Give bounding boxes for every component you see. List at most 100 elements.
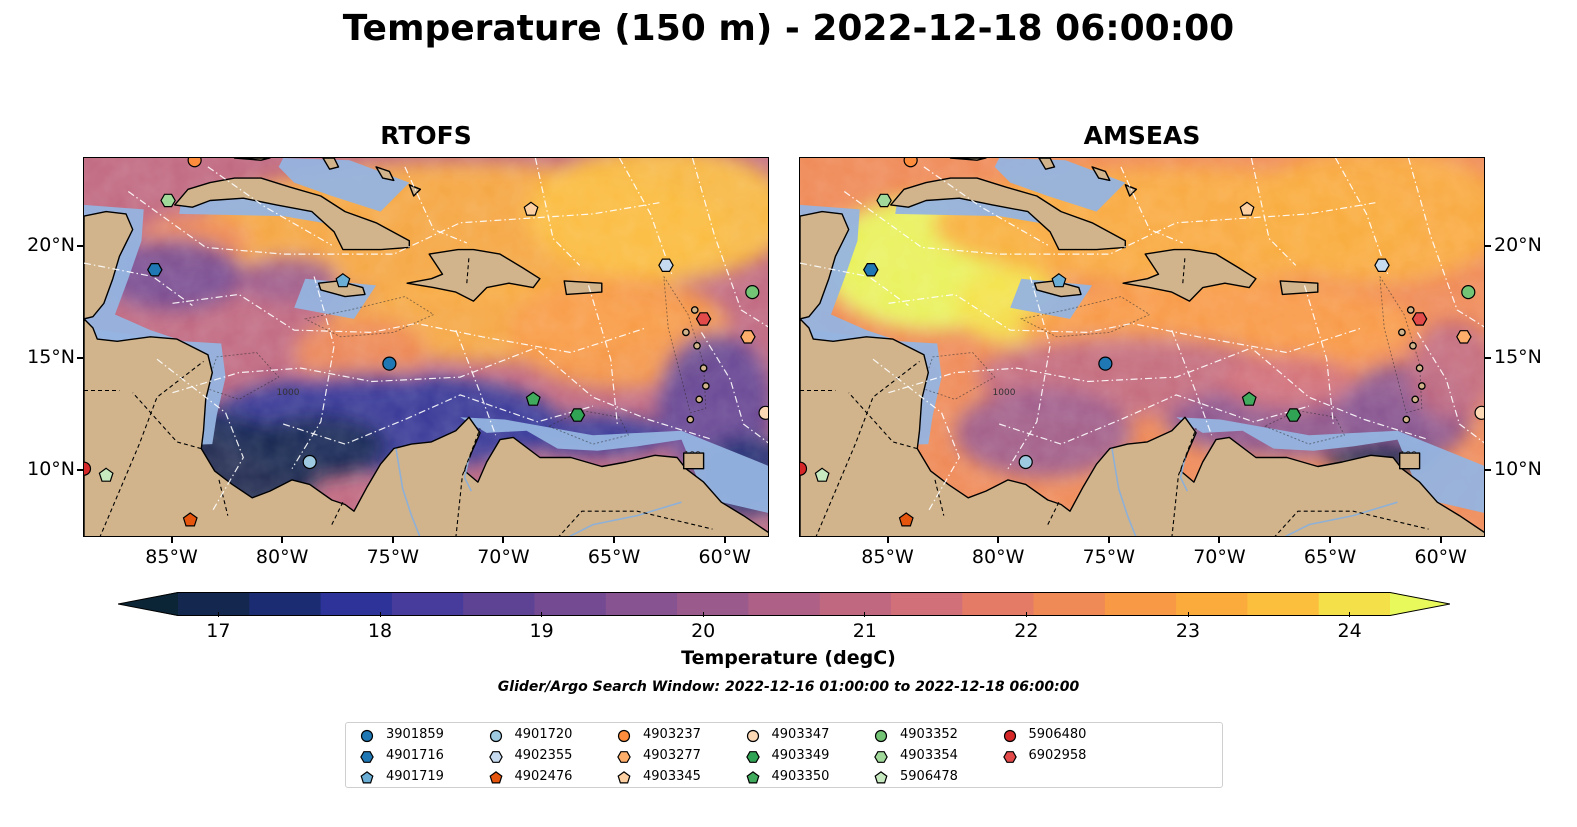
legend-item-5906478: 5906478 [872,768,992,786]
axis-tick-mark [886,537,889,543]
legend-item-label: 5906480 [1028,727,1087,742]
legend-marker-icon [874,729,888,743]
axis-tick-mark [1329,537,1332,543]
legend-item-label: 4903349 [771,748,830,763]
lon-label: 80°W [971,546,1025,568]
float-marker-4903354 [876,193,892,208]
legend-item-label: 4901716 [386,748,444,763]
legend-marker-shape [874,729,888,743]
float-marker-4903354 [160,193,176,208]
colorbar-segment [1318,592,1391,616]
temperature-colorbar [118,592,1450,616]
legend-item-label: 4901720 [514,727,573,742]
lon-label: 85°W [861,546,914,568]
float-marker-4901720 [1018,454,1033,470]
legend-marker-icon [874,751,888,763]
colorbar-tick-mark [1025,612,1027,617]
lat-label-right: 10°N [1494,457,1542,480]
float-marker-6902958 [1411,312,1428,326]
float-marker-3901859 [1098,356,1113,371]
legend-item-label: 4902476 [514,769,573,784]
legend-item-4903354: 4903354 [872,747,992,765]
legend-marker-shape [874,751,888,763]
colorbar-segment [890,592,963,616]
legend-marker-icon [874,771,888,784]
axis-tick-mark [1107,537,1110,543]
float-marker-6902958 [695,312,712,326]
colorbar-segment [178,592,250,616]
colorbar-tick-label: 21 [852,620,877,642]
legend-item-label: 6902958 [1028,748,1087,763]
colorbar-segment [534,592,607,616]
eez-boundaries [84,158,768,512]
colorbar-tick-label: 18 [367,620,393,642]
float-marker-4903237 [187,158,202,168]
lon-label: 70°W [1193,546,1246,568]
float-marker-5906480 [84,461,92,476]
legend-item-4903347: 4903347 [744,726,864,744]
colorbar-tick-mark [1187,612,1189,617]
colorbar-tick-mark [1349,612,1351,617]
float-marker-4903352 [745,285,760,300]
colorbar-tick-label: 23 [1175,620,1201,642]
float-marker-4903347 [1474,405,1484,420]
legend-item-4902476: 4902476 [487,768,607,786]
contour-label: 1000 [993,388,1016,398]
legend-item-label: 4903354 [900,748,958,763]
lon-label: 80°W [255,546,309,568]
legend-item-4903352: 4903352 [872,726,992,744]
legend-item-label: 4903237 [643,727,701,742]
rivers [1111,448,1398,536]
legend-marker-icon [745,771,760,784]
colorbar-tick-label: 17 [206,620,231,642]
legend-item-4903350: 4903350 [744,768,864,786]
legend-marker-shape [617,729,631,743]
legend-marker-icon [489,729,502,743]
legend-item-3901859: 3901859 [358,726,478,744]
float-marker-4901716 [147,262,163,277]
legend-item-label: 4903352 [900,727,958,742]
lat-label-left: 10°N [27,457,75,480]
float-marker-4903350 [1241,391,1257,406]
legend-marker-shape [360,729,374,743]
axis-tick-mark [391,537,394,543]
legend-item-label: 4903350 [771,769,830,784]
legend-marker-icon [488,771,503,784]
axis-tick-mark [723,537,726,543]
legend-item-label: 4903277 [643,748,701,763]
float-marker-4901720 [302,454,317,470]
colorbar-extend-low [118,592,178,616]
float-marker-4903237 [903,158,918,168]
colorbar-tick-mark [864,612,866,617]
legend-marker-shape [745,771,760,784]
float-marker-4901719 [335,273,351,288]
float-marker-4903345 [523,201,539,216]
search-window-caption: Glider/Argo Search Window: 2022-12-16 01… [497,679,1080,695]
legend-item-label: 4903347 [771,727,830,742]
colorbar-tick-label: 19 [529,620,554,642]
axis-tick-mark [613,537,616,543]
legend-marker-icon [360,771,374,784]
legend-marker-icon [488,751,503,763]
colorbar-segment [463,592,536,616]
axis-tick-mark [77,245,83,248]
axis-tick-mark [281,537,284,543]
colorbar-segment [391,592,464,616]
country-borders [800,256,1429,536]
float-marker-4903350 [525,391,541,406]
colorbar-tick-label: 20 [691,620,716,642]
colorbar-extend-high [1390,592,1450,616]
float-markers [84,158,768,527]
lat-label-left: 20°N [27,234,75,257]
legend-marker-icon [746,729,759,743]
colorbar-segment [1033,592,1106,616]
legend-marker-icon [617,729,631,743]
float-marker-4903277 [1456,330,1472,344]
axis-tick-mark [502,537,505,543]
legend-item-4903345: 4903345 [615,768,735,786]
legend-marker-icon [1002,751,1017,763]
country-borders [84,256,713,536]
colorbar-segment [748,592,821,616]
axis-tick-mark [1485,245,1491,248]
